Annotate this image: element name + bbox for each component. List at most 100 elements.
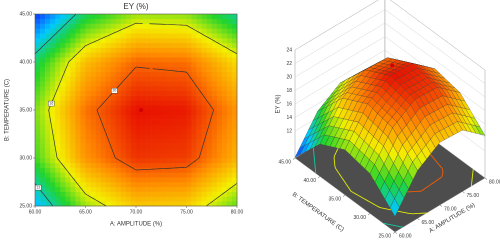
heat-cell	[95, 172, 101, 178]
heat-cell	[130, 177, 137, 183]
heat-cell	[35, 100, 41, 106]
y-tick-label: 35.00	[328, 196, 341, 202]
heat-cell	[55, 177, 61, 183]
heat-cell	[171, 105, 177, 111]
heat-cell	[50, 90, 56, 96]
heat-cell	[55, 186, 61, 192]
heat-cell	[181, 172, 187, 178]
heat-cell	[166, 42, 172, 48]
heat-cell	[136, 162, 142, 168]
heat-cell	[196, 23, 202, 29]
heat-cell	[45, 153, 51, 159]
heat-cell	[161, 158, 167, 164]
heat-cell	[90, 62, 96, 68]
heat-cell	[100, 167, 106, 173]
heat-cell	[90, 76, 96, 82]
heat-cell	[130, 18, 137, 24]
z-tick-label: 18	[286, 88, 292, 94]
heat-cell	[85, 66, 91, 72]
heat-cell	[231, 90, 238, 96]
heat-cell	[70, 38, 76, 44]
heat-cell	[166, 105, 172, 111]
heat-cell	[115, 172, 122, 178]
heat-cell	[206, 119, 213, 125]
heat-cell	[171, 182, 177, 188]
heat-cell	[151, 143, 157, 149]
heat-cell	[70, 172, 76, 178]
heat-cell	[80, 23, 86, 29]
heat-cell	[85, 177, 91, 183]
heat-cell	[80, 143, 86, 149]
heat-cell	[201, 191, 207, 197]
heat-cell	[181, 110, 187, 116]
heat-cell	[55, 52, 61, 58]
heat-cell	[130, 129, 137, 135]
heat-cell	[70, 201, 76, 207]
heat-cell	[50, 186, 56, 192]
heat-cell	[201, 38, 207, 44]
heat-cell	[65, 76, 71, 82]
heat-cell	[196, 33, 202, 39]
heat-cell	[216, 42, 223, 48]
heat-cell	[50, 143, 56, 149]
heat-cell	[45, 71, 51, 77]
heat-cell	[120, 191, 127, 197]
heat-cell	[231, 81, 238, 87]
heat-cell	[120, 14, 127, 20]
heat-cell	[55, 110, 61, 116]
heat-cell	[80, 191, 86, 197]
heat-cell	[70, 134, 76, 140]
heat-cell	[90, 28, 96, 34]
heat-cell	[120, 42, 127, 48]
heat-cell	[115, 114, 122, 120]
heat-cell	[130, 167, 137, 173]
heat-cell	[90, 177, 96, 183]
heat-cell	[115, 52, 122, 58]
heat-cell	[221, 42, 228, 48]
heat-cell	[191, 86, 197, 92]
heat-cell	[105, 105, 112, 111]
heat-cell	[141, 76, 147, 82]
heat-cell	[196, 28, 202, 34]
heat-cell	[60, 100, 66, 106]
heat-cell	[55, 76, 61, 82]
heat-cell	[221, 167, 228, 173]
heat-cell	[75, 201, 81, 207]
heat-cell	[166, 110, 172, 116]
heat-cell	[50, 105, 56, 111]
heat-cell	[216, 81, 223, 87]
heat-cell	[196, 14, 202, 20]
heat-cell	[171, 28, 177, 34]
heat-cell	[146, 114, 152, 120]
heat-cell	[166, 81, 172, 87]
heat-cell	[45, 138, 51, 144]
heat-cell	[95, 129, 101, 135]
heat-cell	[100, 66, 106, 72]
heat-cell	[115, 23, 122, 29]
heat-cell	[35, 52, 41, 58]
heat-cell	[80, 76, 86, 82]
heat-cell	[95, 158, 101, 164]
heat-cell	[50, 18, 56, 24]
heat-cell	[105, 66, 112, 72]
heat-cell	[186, 71, 192, 77]
heat-cell	[136, 186, 142, 192]
heat-cell	[115, 38, 122, 44]
heat-cell	[115, 57, 122, 63]
heat-cell	[55, 42, 61, 48]
heat-cell	[146, 66, 152, 72]
heat-cell	[50, 196, 56, 202]
heat-cell	[161, 23, 167, 29]
heat-cell	[216, 138, 223, 144]
heat-cell	[226, 52, 233, 58]
heat-cell	[176, 105, 182, 111]
heat-cell	[166, 114, 172, 120]
heat-cell	[146, 100, 152, 106]
heat-cell	[100, 191, 106, 197]
heat-cell	[216, 14, 223, 20]
heat-cell	[226, 201, 233, 207]
heat-cell	[196, 76, 202, 82]
heat-cell	[95, 47, 101, 53]
heat-cell	[90, 47, 96, 53]
heat-cell	[151, 18, 157, 24]
